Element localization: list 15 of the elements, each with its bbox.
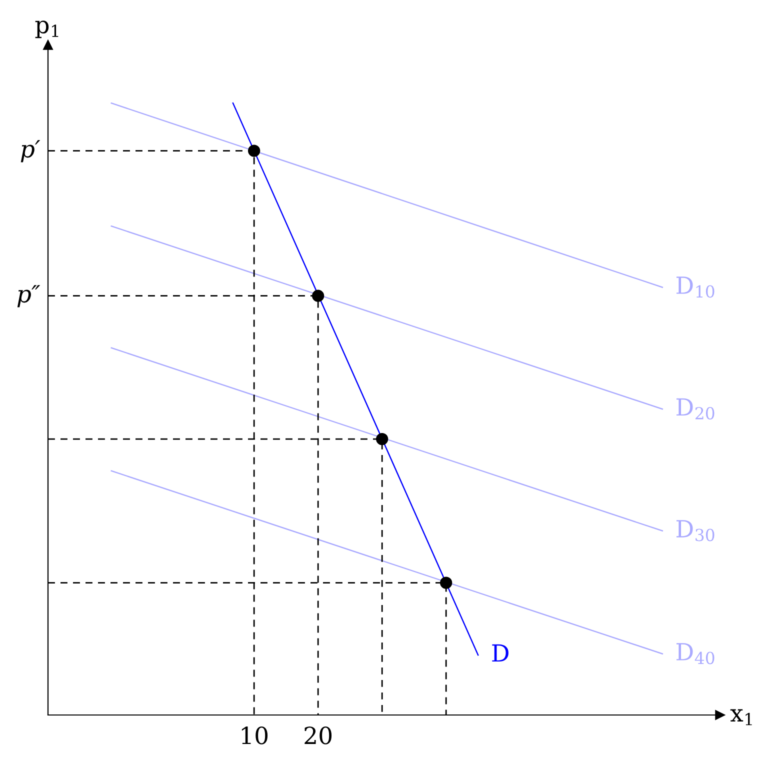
y-axis-title: p$_{1}$	[35, 20, 58, 38]
point	[248, 144, 260, 157]
series-label: D$_{40}$	[676, 643, 714, 664]
series-label: D$_{10}$	[676, 276, 714, 298]
annotation: p′	[20, 140, 40, 162]
series-label: D$_{30}$	[676, 520, 714, 542]
x-axis-title: x$_{1}$	[730, 709, 752, 726]
series-label: D	[492, 644, 508, 662]
annotation: p″	[17, 285, 40, 308]
point	[312, 290, 324, 302]
point	[440, 576, 452, 589]
series-label: D$_{20}$	[676, 398, 714, 420]
point	[376, 432, 388, 446]
x-tick-label: 10	[242, 726, 268, 744]
x-tick-label: 20	[304, 726, 332, 744]
